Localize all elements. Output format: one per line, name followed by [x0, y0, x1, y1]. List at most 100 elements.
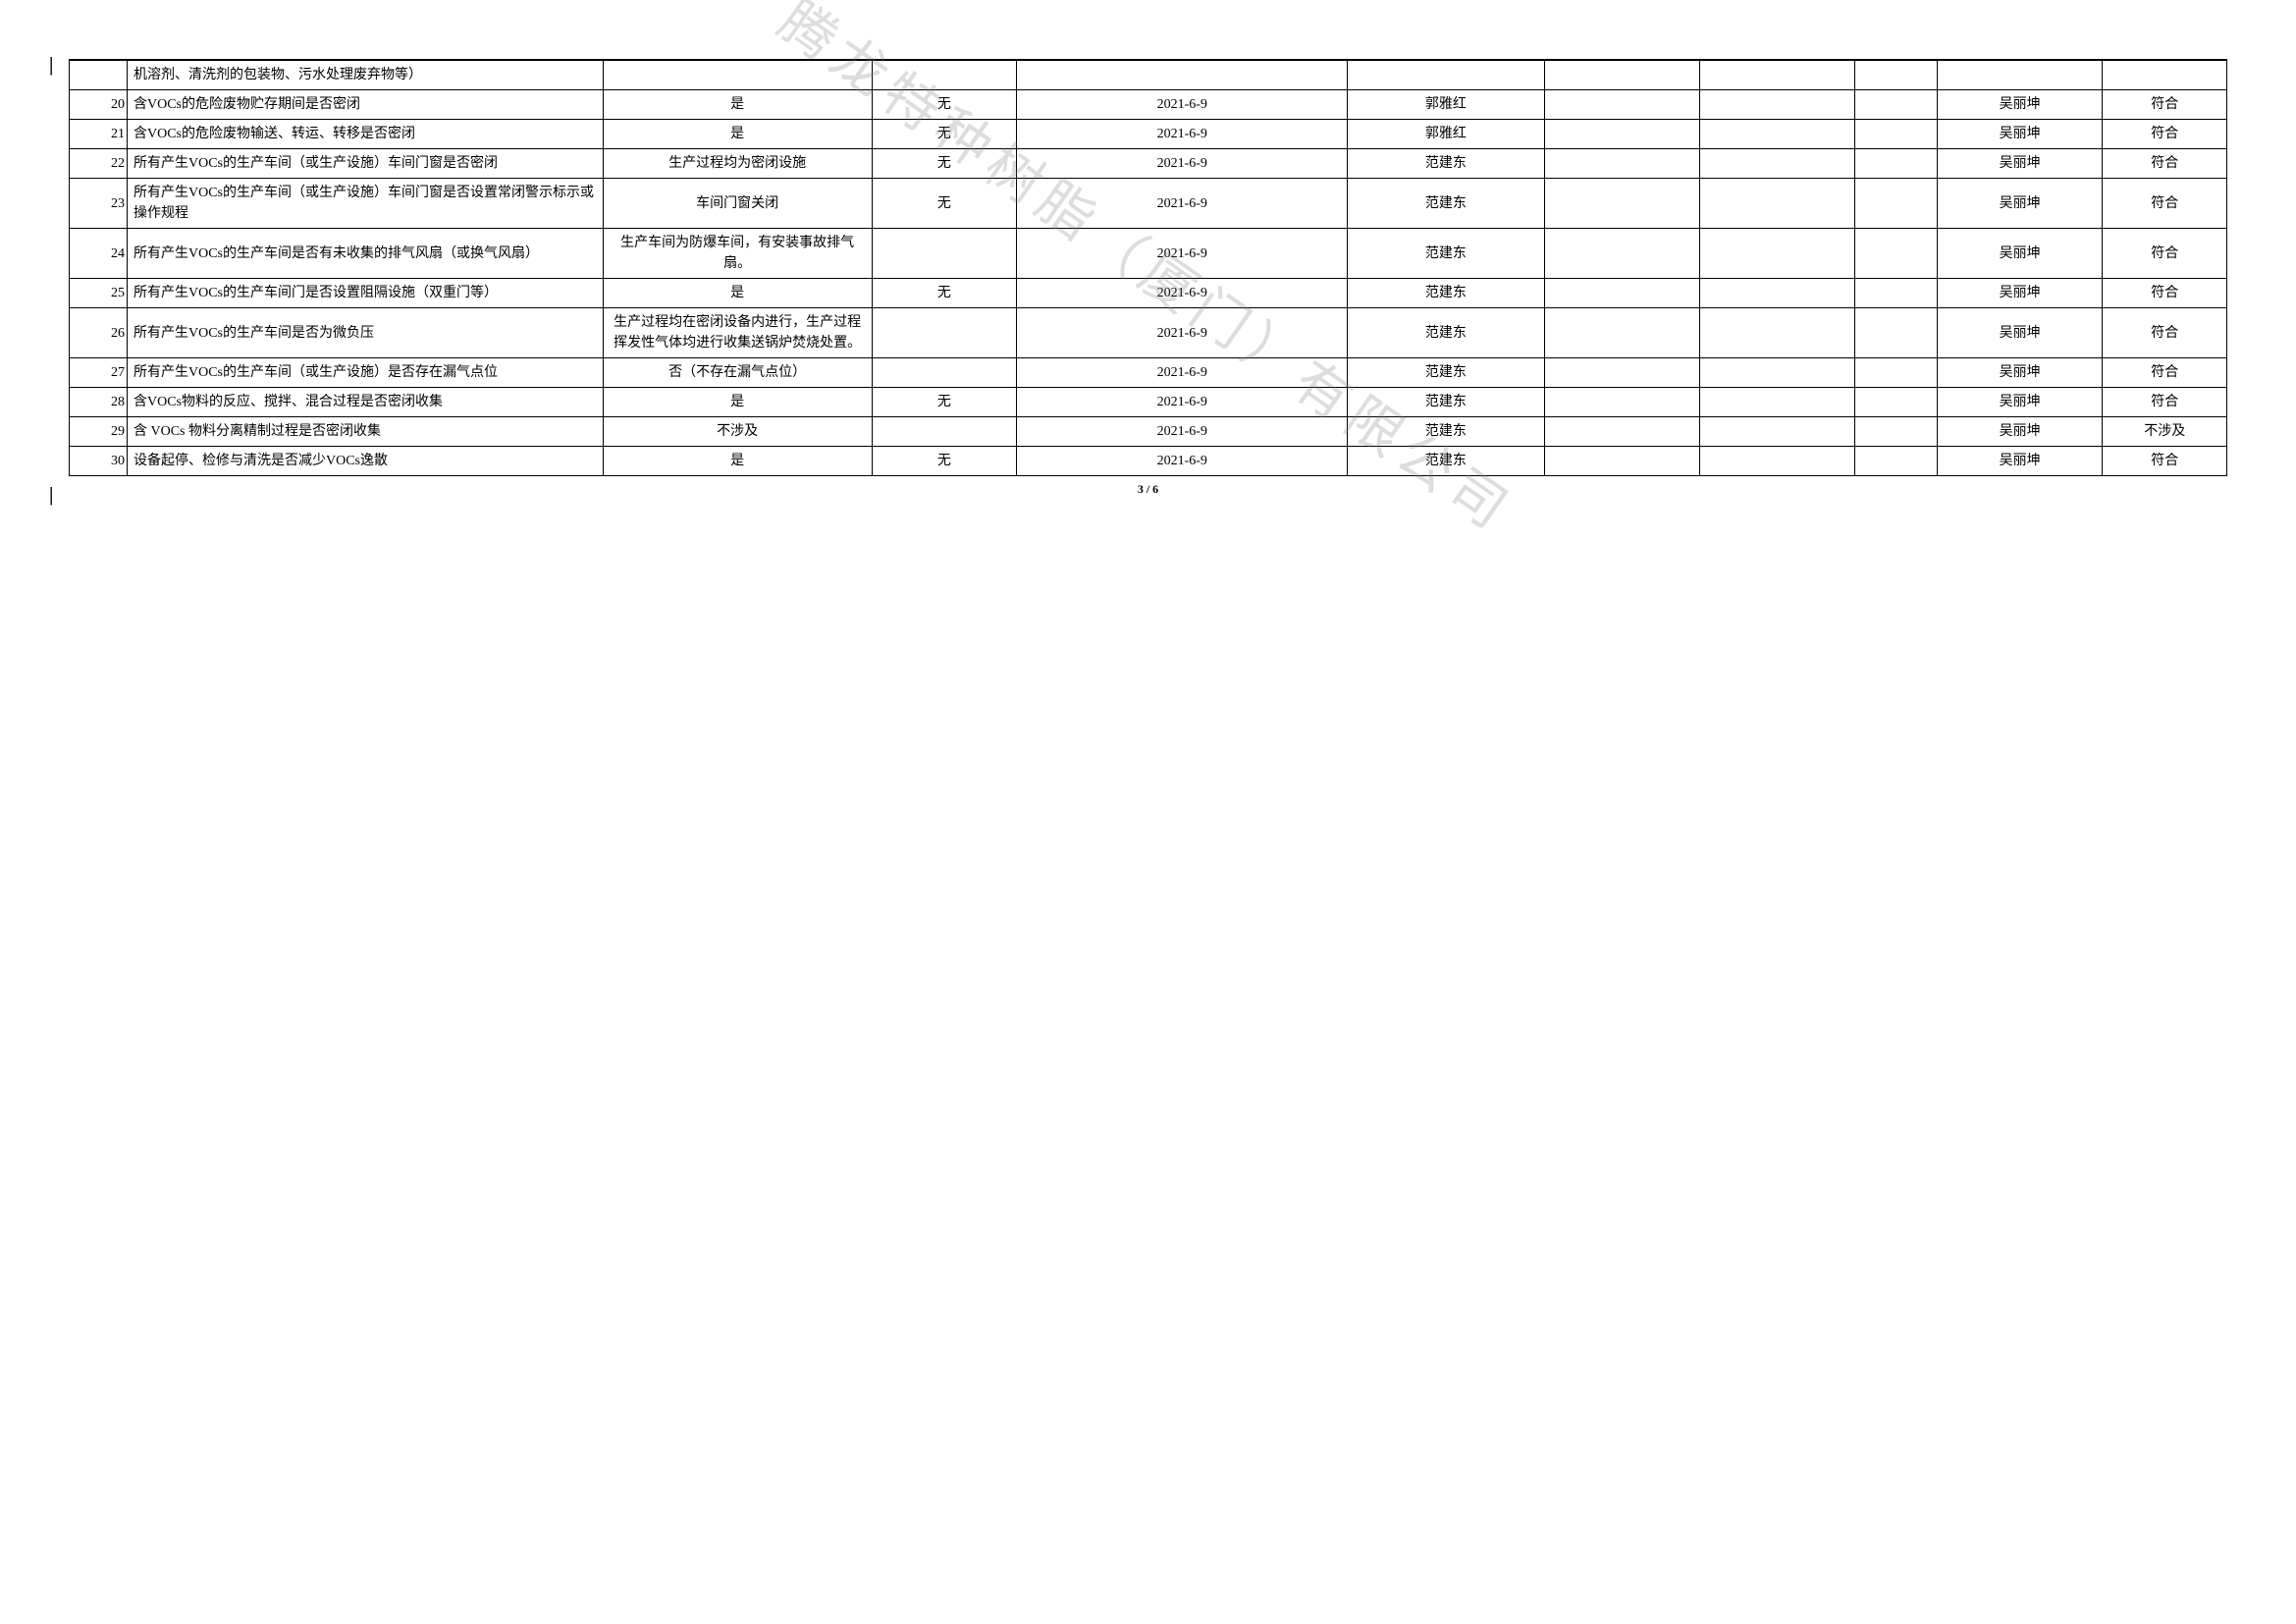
cell-num: 30	[70, 447, 128, 476]
cell-status: 车间门窗关闭	[603, 179, 872, 229]
cell-approver: 吴丽坤	[1937, 388, 2103, 417]
cell-num: 26	[70, 308, 128, 358]
cell-status: 生产过程均为密闭设施	[603, 149, 872, 179]
cell-status: 是	[603, 447, 872, 476]
cell-c4: 无	[872, 120, 1017, 149]
cell-num: 24	[70, 229, 128, 279]
cell-approver: 吴丽坤	[1937, 358, 2103, 388]
cell-result: 符合	[2103, 229, 2227, 279]
cell-desc: 含 VOCs 物料分离精制过程是否密闭收集	[128, 417, 604, 447]
cell-c4	[872, 229, 1017, 279]
cell-person: 范建东	[1348, 179, 1544, 229]
cell-c8	[1699, 61, 1854, 90]
cell-c7	[1544, 388, 1699, 417]
cell-c8	[1699, 279, 1854, 308]
cell-c8	[1699, 388, 1854, 417]
cell-person: 范建东	[1348, 229, 1544, 279]
cell-status: 否（不存在漏气点位）	[603, 358, 872, 388]
table-row: 22所有产生VOCs的生产车间（或生产设施）车间门窗是否密闭生产过程均为密闭设施…	[70, 149, 2227, 179]
cell-status: 生产车间为防爆车间，有安装事故排气扇。	[603, 229, 872, 279]
cell-person: 范建东	[1348, 308, 1544, 358]
cell-c7	[1544, 229, 1699, 279]
cell-num	[70, 61, 128, 90]
cell-desc: 含VOCs物料的反应、搅拌、混合过程是否密闭收集	[128, 388, 604, 417]
table-row: 26所有产生VOCs的生产车间是否为微负压生产过程均在密闭设备内进行，生产过程挥…	[70, 308, 2227, 358]
cell-c7	[1544, 120, 1699, 149]
cell-result: 符合	[2103, 447, 2227, 476]
cell-status: 是	[603, 388, 872, 417]
table-row: 20含VOCs的危险废物贮存期间是否密闭是无2021-6-9郭雅红吴丽坤符合	[70, 90, 2227, 120]
cell-date	[1017, 61, 1348, 90]
cell-desc: 所有产生VOCs的生产车间（或生产设施）是否存在漏气点位	[128, 358, 604, 388]
cell-approver: 吴丽坤	[1937, 179, 2103, 229]
cell-result: 符合	[2103, 90, 2227, 120]
cell-result: 符合	[2103, 279, 2227, 308]
cell-person: 郭雅红	[1348, 90, 1544, 120]
cell-c8	[1699, 447, 1854, 476]
cell-person: 范建东	[1348, 358, 1544, 388]
cell-c8	[1699, 417, 1854, 447]
cell-c9	[1854, 179, 1937, 229]
cell-num: 21	[70, 120, 128, 149]
cell-person: 范建东	[1348, 447, 1544, 476]
cell-num: 25	[70, 279, 128, 308]
cell-c7	[1544, 417, 1699, 447]
cell-date: 2021-6-9	[1017, 120, 1348, 149]
cell-num: 20	[70, 90, 128, 120]
cell-num: 22	[70, 149, 128, 179]
table-row: 28含VOCs物料的反应、搅拌、混合过程是否密闭收集是无2021-6-9范建东吴…	[70, 388, 2227, 417]
cell-c4: 无	[872, 388, 1017, 417]
table-row: 29含 VOCs 物料分离精制过程是否密闭收集不涉及2021-6-9范建东吴丽坤…	[70, 417, 2227, 447]
cell-status: 不涉及	[603, 417, 872, 447]
cell-status	[603, 61, 872, 90]
cursor-mark-bottom: |	[49, 484, 53, 507]
cell-approver	[1937, 61, 2103, 90]
cell-desc: 所有产生VOCs的生产车间（或生产设施）车间门窗是否密闭	[128, 149, 604, 179]
cell-result: 符合	[2103, 308, 2227, 358]
cell-num: 27	[70, 358, 128, 388]
cell-date: 2021-6-9	[1017, 90, 1348, 120]
cell-c4: 无	[872, 149, 1017, 179]
table-row: 21含VOCs的危险废物输送、转运、转移是否密闭是无2021-6-9郭雅红吴丽坤…	[70, 120, 2227, 149]
cell-c4: 无	[872, 447, 1017, 476]
cell-result	[2103, 61, 2227, 90]
cell-result: 不涉及	[2103, 417, 2227, 447]
cell-c7	[1544, 61, 1699, 90]
cell-desc: 含VOCs的危险废物输送、转运、转移是否密闭	[128, 120, 604, 149]
table-row: 30设备起停、检修与清洗是否减少VOCs逸散是无2021-6-9范建东吴丽坤符合	[70, 447, 2227, 476]
cell-c8	[1699, 358, 1854, 388]
cell-c9	[1854, 90, 1937, 120]
cell-approver: 吴丽坤	[1937, 229, 2103, 279]
cell-result: 符合	[2103, 358, 2227, 388]
cell-c9	[1854, 279, 1937, 308]
cell-person: 范建东	[1348, 388, 1544, 417]
cell-desc: 机溶剂、清洗剂的包装物、污水处理废弃物等）	[128, 61, 604, 90]
cell-person: 郭雅红	[1348, 120, 1544, 149]
cell-approver: 吴丽坤	[1937, 149, 2103, 179]
cell-date: 2021-6-9	[1017, 229, 1348, 279]
table-row: 27所有产生VOCs的生产车间（或生产设施）是否存在漏气点位否（不存在漏气点位）…	[70, 358, 2227, 388]
table-row: 机溶剂、清洗剂的包装物、污水处理废弃物等）	[70, 61, 2227, 90]
cell-result: 符合	[2103, 388, 2227, 417]
cell-c8	[1699, 120, 1854, 149]
cell-approver: 吴丽坤	[1937, 279, 2103, 308]
cell-num: 28	[70, 388, 128, 417]
cell-status: 生产过程均在密闭设备内进行，生产过程挥发性气体均进行收集送锅炉焚烧处置。	[603, 308, 872, 358]
cell-c4: 无	[872, 90, 1017, 120]
cell-date: 2021-6-9	[1017, 149, 1348, 179]
table-row: 25所有产生VOCs的生产车间门是否设置阻隔设施（双重门等）是无2021-6-9…	[70, 279, 2227, 308]
cell-desc: 所有产生VOCs的生产车间门是否设置阻隔设施（双重门等）	[128, 279, 604, 308]
vocs-inspection-table: 机溶剂、清洗剂的包装物、污水处理废弃物等） 20含VOCs的危险废物贮存期间是否…	[69, 61, 2227, 476]
cell-person: 范建东	[1348, 279, 1544, 308]
cell-date: 2021-6-9	[1017, 358, 1348, 388]
cell-c9	[1854, 358, 1937, 388]
cursor-mark-top: |	[49, 54, 53, 77]
table-row: 23所有产生VOCs的生产车间（或生产设施）车间门窗是否设置常闭警示标示或操作规…	[70, 179, 2227, 229]
cell-desc: 设备起停、检修与清洗是否减少VOCs逸散	[128, 447, 604, 476]
cell-c4	[872, 308, 1017, 358]
cell-desc: 含VOCs的危险废物贮存期间是否密闭	[128, 90, 604, 120]
cell-date: 2021-6-9	[1017, 447, 1348, 476]
cell-c4	[872, 417, 1017, 447]
cell-c9	[1854, 61, 1937, 90]
cell-approver: 吴丽坤	[1937, 417, 2103, 447]
